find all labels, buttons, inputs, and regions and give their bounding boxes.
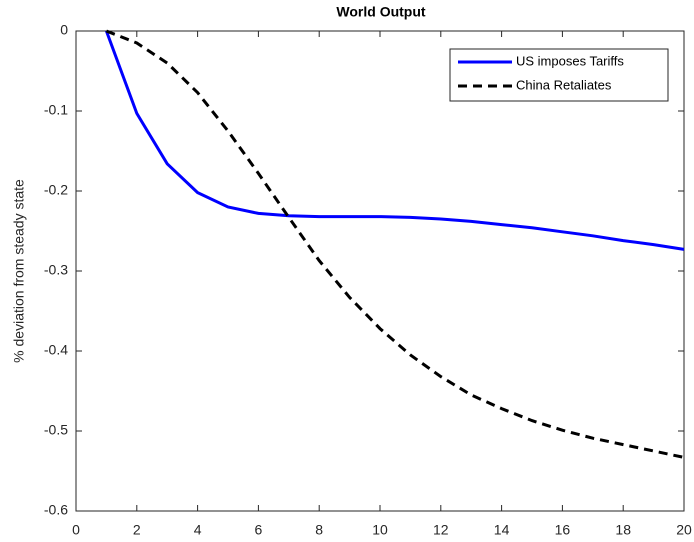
x-tick-label: 6 [255, 522, 263, 538]
y-tick-label: -0.5 [44, 422, 68, 438]
x-tick-label: 10 [372, 522, 388, 538]
y-tick-label: -0.1 [44, 102, 68, 118]
x-tick-label: 12 [433, 522, 449, 538]
x-tick-label: 0 [72, 522, 80, 538]
x-tick-label: 16 [555, 522, 571, 538]
x-tick-label: 20 [676, 522, 692, 538]
legend-box [449, 48, 669, 102]
y-tick-label: -0.4 [44, 342, 68, 358]
x-tick-label: 4 [194, 522, 202, 538]
series-line [104, 30, 685, 251]
x-tick-label: 14 [494, 522, 510, 538]
series-line [105, 29, 685, 459]
x-tick-label: 18 [615, 522, 631, 538]
y-axis-label: % deviation from steady state [11, 179, 27, 363]
legend-label: US imposes Tariffs [516, 53, 624, 68]
x-tick-label: 2 [133, 522, 141, 538]
x-tick-label: 8 [315, 522, 323, 538]
plot-area [75, 30, 685, 512]
chart-title: World Output [336, 4, 425, 20]
y-tick-label: 0 [60, 22, 68, 38]
y-tick-label: -0.2 [44, 182, 68, 198]
y-tick-label: -0.6 [44, 502, 68, 518]
legend-label: China Retaliates [516, 77, 612, 92]
y-tick-label: -0.3 [44, 262, 68, 278]
